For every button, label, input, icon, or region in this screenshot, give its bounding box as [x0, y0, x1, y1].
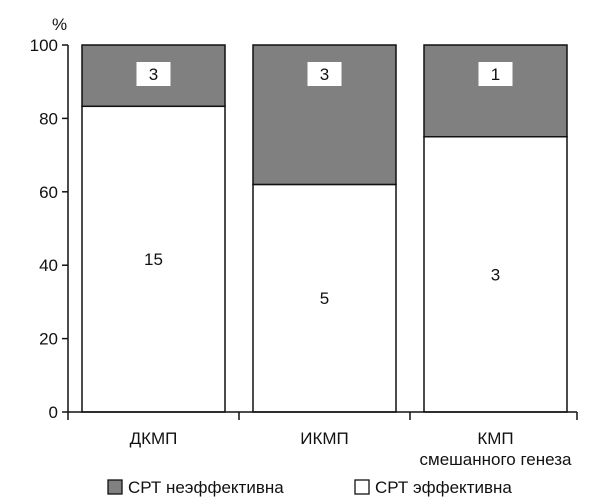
count-label-ineffective-0: 3 [149, 65, 158, 84]
x-category-label-2-0: КМП [477, 429, 513, 448]
legend-label-0: СРТ неэффективна [128, 478, 284, 497]
legend-label-1: СРТ эффективна [375, 478, 512, 497]
count-label-ineffective-2: 1 [491, 65, 500, 84]
y-tick-label-80: 80 [39, 109, 58, 128]
legend-swatch-1 [354, 479, 370, 495]
x-category-label-2-1: смешанного генеза [420, 450, 573, 469]
x-category-label-0-0: ДКМП [130, 429, 178, 448]
count-box-ineffective-2 [478, 62, 513, 86]
count-box-ineffective-0 [136, 62, 171, 86]
legend: СРТ неэффективна СРТ эффективна [107, 478, 512, 497]
count-label-effective-0: 15 [144, 250, 163, 269]
count-label-effective-2: 3 [491, 265, 500, 284]
x-category-label-1-0: ИКМП [300, 429, 349, 448]
legend-swatch-0 [107, 479, 123, 495]
y-axis-label: % [52, 15, 67, 34]
count-label-effective-1: 5 [320, 289, 329, 308]
count-box-ineffective-1 [307, 62, 342, 86]
y-tick-label-20: 20 [39, 330, 58, 349]
bar-ineffective-2 [423, 44, 568, 138]
y-tick-label-40: 40 [39, 256, 58, 275]
y-tick-label-60: 60 [39, 183, 58, 202]
bar-effective-0 [81, 105, 226, 413]
y-tick-label-100: 100 [30, 36, 58, 55]
labels: 15 3 5 3 3 1 [136, 62, 513, 308]
y-tick-label-0: 0 [49, 403, 58, 422]
bars [81, 44, 568, 413]
count-label-ineffective-1: 3 [320, 65, 329, 84]
axes: 0 20 40 60 80 100 ДКМП ИКМП КМП смешанного генеза [30, 36, 578, 469]
bar-effective-2 [423, 136, 568, 413]
